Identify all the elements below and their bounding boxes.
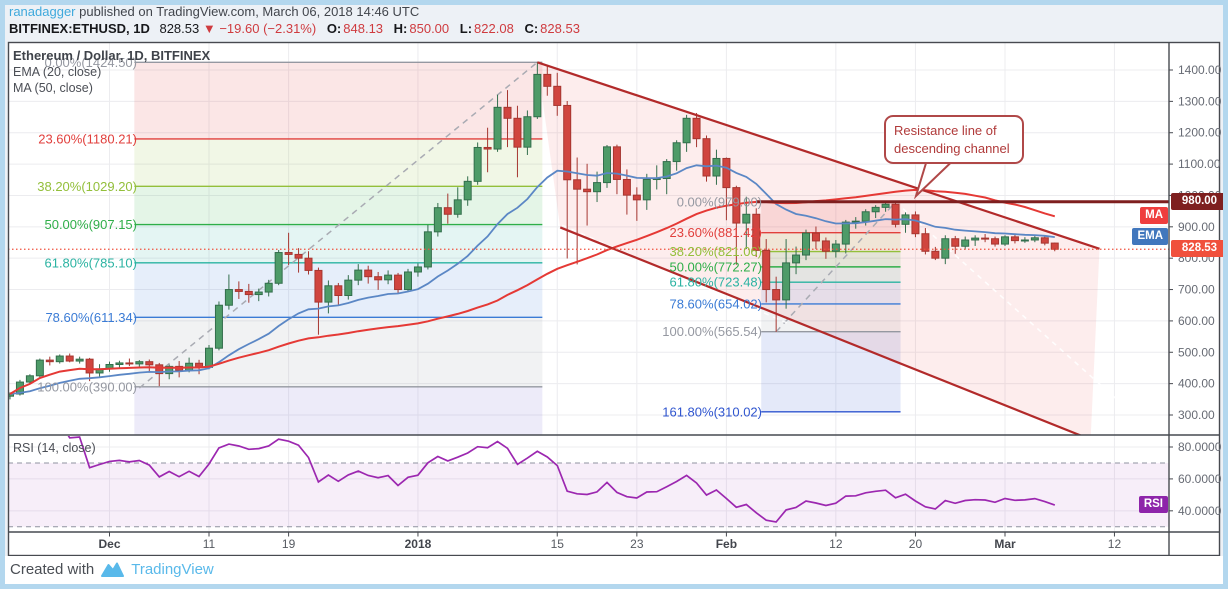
fib-label: 50.00%(772.27) xyxy=(669,259,762,274)
fib-label: 50.00%(907.15) xyxy=(44,217,137,232)
price-axis-label: 900.00 xyxy=(1178,220,1215,234)
high-value: 850.00 xyxy=(409,21,450,36)
price-axis-label: 1400.00 xyxy=(1178,63,1222,77)
close-value: 828.53 xyxy=(540,21,580,36)
price-axis-label: 300.00 xyxy=(1178,408,1215,422)
time-axis-label: Mar xyxy=(994,537,1016,551)
tradingview-link[interactable]: TradingView xyxy=(131,561,214,578)
fib-trendline xyxy=(775,201,897,333)
high-label: H: xyxy=(393,21,408,36)
ema-line xyxy=(9,164,1055,395)
channel-lower-line[interactable] xyxy=(559,226,1090,439)
annotation-line1: Resistance line of xyxy=(894,123,997,138)
time-axis-label: 23 xyxy=(630,537,644,551)
chart-title: Ethereum / Dollar, 1D, BITFINEX xyxy=(13,48,211,63)
time-axis-label: 20 xyxy=(909,537,923,551)
fib-label: 23.60%(1180.21) xyxy=(38,131,137,146)
price-axis-label: 400.00 xyxy=(1178,377,1215,391)
fib-label: 0.00%(979.00) xyxy=(677,195,762,210)
tradingview-logo[interactable] xyxy=(101,562,125,578)
fib-label: 161.80%(310.02) xyxy=(662,404,762,419)
fib-label: 0.00%(1424.50) xyxy=(44,55,137,70)
time-axis[interactable] xyxy=(8,532,1169,556)
rsi-axis-label: 40.0000 xyxy=(1178,504,1222,518)
fib-label: 38.20%(1029.20) xyxy=(37,179,137,194)
annotation-callout[interactable]: Resistance line of descending channel xyxy=(884,115,1024,165)
ma-legend[interactable]: MA (50, close) xyxy=(13,81,93,95)
symbol-label[interactable]: BITFINEX:ETHUSD, 1D xyxy=(9,21,150,36)
symbol-line: BITFINEX:ETHUSD, 1D 828.53 ▼ −19.60 (−2.… xyxy=(9,20,580,37)
annotation-line2: descending channel xyxy=(894,140,1010,156)
time-axis-label: Feb xyxy=(716,537,737,551)
main-pane[interactable] xyxy=(7,61,1170,439)
low-label: L: xyxy=(459,21,473,36)
last-price-badge: 828.53 xyxy=(1171,240,1228,258)
author-link[interactable]: ranadagger xyxy=(9,4,76,19)
fib-label: 61.80%(723.48) xyxy=(669,275,762,290)
fib-label: 100.00%(390.00) xyxy=(37,379,137,394)
footer-bar: Created with TradingView xyxy=(0,556,1228,584)
time-axis-label: 12 xyxy=(829,537,843,551)
fib-label: 100.00%(565.54) xyxy=(662,324,762,339)
fib-label: 78.60%(611.34) xyxy=(45,310,137,325)
publish-bar: ranadagger published on TradingView.com,… xyxy=(9,3,580,37)
rsi-axis-label: 80.0000 xyxy=(1178,440,1222,454)
rsi-value-badge: RSI xyxy=(1138,496,1168,514)
rsi-pane[interactable] xyxy=(8,415,1169,528)
price-axis-label: 500.00 xyxy=(1178,345,1215,359)
publish-info: published on TradingView.com, March 06, … xyxy=(75,4,420,19)
ema-legend[interactable]: EMA (20, close) xyxy=(13,65,102,79)
low-value: 822.08 xyxy=(474,21,514,36)
fib-label: 38.20%(821.06) xyxy=(669,244,762,259)
last-value: 828.53 xyxy=(159,21,200,36)
rsi-axis-label: 60.0000 xyxy=(1178,472,1222,486)
fib-bands xyxy=(134,62,543,435)
fib-label: 78.60%(654.02) xyxy=(669,296,762,311)
price-axis-label: 1200.00 xyxy=(1178,126,1222,140)
pane-borders xyxy=(7,41,1221,557)
created-with-label: Created with xyxy=(10,561,95,578)
time-axis-label: 2018 xyxy=(405,537,432,551)
open-label: O: xyxy=(326,21,342,36)
candles xyxy=(8,62,1059,400)
price-axis[interactable] xyxy=(1169,42,1220,532)
fib-label: 61.80%(785.10) xyxy=(44,255,137,270)
fib-label: 23.60%(881.42) xyxy=(669,225,762,240)
channel-upper-line[interactable] xyxy=(537,61,1100,250)
price-line-badge: 980.00 xyxy=(1171,192,1228,210)
close-label: C: xyxy=(524,21,539,36)
ma-line xyxy=(9,188,1056,395)
rsi-legend[interactable]: RSI (14, close) xyxy=(13,441,96,455)
time-axis-label: 19 xyxy=(282,537,296,551)
fib-trendline xyxy=(138,61,538,389)
ema-value-badge: EMA xyxy=(1132,228,1168,246)
price-axis-label: 700.00 xyxy=(1178,283,1215,297)
hidden-trendline xyxy=(895,201,1135,416)
time-axis-label: Dec xyxy=(98,537,120,551)
publish-line: ranadagger published on TradingView.com,… xyxy=(9,3,580,20)
rsi-line xyxy=(67,436,1056,523)
price-axis-label: 600.00 xyxy=(1178,314,1215,328)
time-axis-label: 11 xyxy=(203,537,216,551)
price-axis-label: 1100.00 xyxy=(1178,157,1221,171)
time-axis-label: 15 xyxy=(551,537,565,551)
time-axis-label: 12 xyxy=(1108,537,1122,551)
ma-value-badge: MA xyxy=(1140,207,1168,225)
open-value: 848.13 xyxy=(343,21,384,36)
price-axis-label: 1300.00 xyxy=(1178,94,1222,108)
change-value: ▼ −19.60 (−2.31%) xyxy=(202,21,317,36)
